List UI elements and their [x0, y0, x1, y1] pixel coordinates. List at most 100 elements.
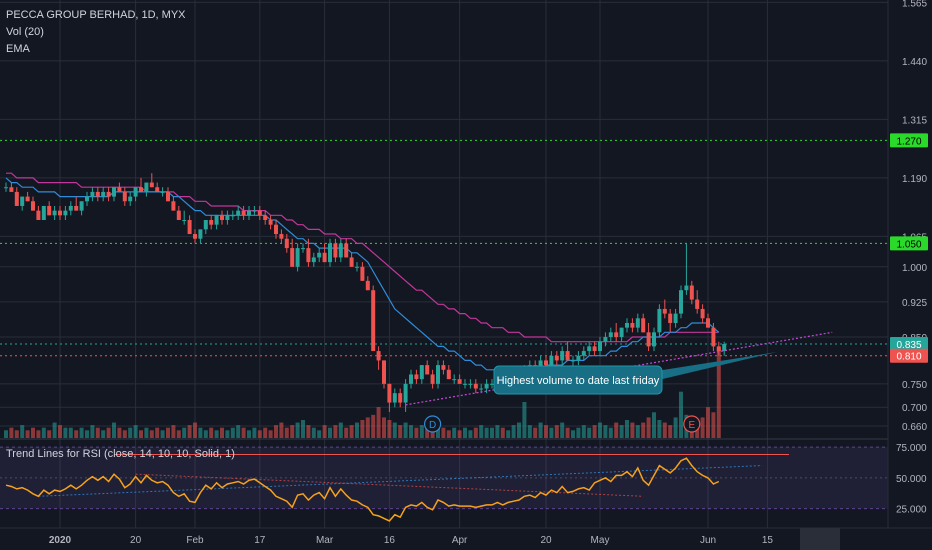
symbol-title[interactable]: PECCA GROUP BERHAD, 1D, MYX — [6, 9, 186, 21]
candle-body — [689, 285, 694, 300]
candle-body — [414, 374, 419, 380]
candle-body — [592, 346, 597, 352]
price-tick-label: 1.315 — [902, 115, 927, 126]
candle-body — [673, 313, 678, 323]
price-tick-label: 0.925 — [902, 298, 927, 309]
price-tick-label: 1.000 — [902, 263, 927, 274]
candle-body — [376, 351, 381, 361]
candle-body — [441, 365, 446, 370]
rsi-line — [5, 457, 720, 522]
candle-body — [560, 351, 565, 361]
volume-bar — [608, 427, 613, 438]
volume-bar — [290, 425, 295, 438]
volume-bar — [85, 430, 89, 438]
volume-bar — [176, 430, 181, 438]
candle-body — [711, 327, 716, 347]
volume-bar — [376, 407, 381, 438]
volume-bar — [214, 430, 219, 438]
candle-body — [398, 393, 403, 403]
candle-body — [598, 341, 602, 352]
volume-indicator-label[interactable]: Vol (20) — [6, 26, 44, 38]
candle-body — [457, 379, 462, 384]
candle-body — [581, 351, 586, 356]
candle-body — [554, 355, 559, 361]
volume-bar — [220, 427, 224, 438]
price-scale[interactable] — [888, 0, 932, 528]
price-tick-label: 1.565 — [902, 0, 927, 9]
candle-body — [608, 332, 613, 338]
volume-bar — [522, 402, 527, 438]
volume-bar — [490, 427, 494, 438]
volume-bar — [306, 425, 311, 438]
candle-body — [684, 285, 689, 291]
price-tag-box — [890, 337, 928, 352]
time-tick-label: Feb — [186, 535, 204, 546]
candle-body — [209, 220, 214, 225]
time-tick-label: 16 — [384, 535, 396, 546]
candle-body — [614, 332, 619, 338]
rsi-tick-label: 50.000 — [896, 474, 927, 485]
volume-bar — [392, 422, 397, 438]
candle-body — [14, 191, 19, 206]
candle-body — [133, 187, 138, 197]
volume-bar — [592, 425, 597, 438]
candle-body — [587, 346, 592, 352]
volume-bar — [560, 422, 565, 438]
candle-body — [279, 234, 284, 239]
rsi-axis-labels: 75.000 50.000 25.000 — [896, 443, 927, 515]
volume-bar — [31, 427, 35, 438]
candle-body — [409, 374, 413, 384]
candle-body — [290, 248, 295, 267]
time-tick-label: 17 — [254, 535, 266, 546]
candle-body — [247, 210, 251, 216]
volume-bar — [614, 422, 619, 438]
volume-bar — [576, 427, 581, 438]
candle-body — [538, 360, 543, 370]
candle-body — [225, 215, 230, 220]
candle-body — [139, 187, 143, 192]
ema-indicator-label[interactable]: EMA — [6, 43, 31, 55]
volume-bar — [268, 430, 273, 438]
volume-bar — [47, 430, 52, 438]
candle-body — [484, 383, 489, 389]
volume-bar — [284, 427, 289, 438]
volume-bar — [365, 417, 370, 438]
candle-body — [436, 365, 440, 384]
price-tick-label: 1.440 — [902, 57, 927, 68]
rsi-falling-trendline — [135, 473, 644, 497]
candle-body — [328, 243, 332, 263]
candle-body — [193, 234, 197, 239]
candle-body — [473, 383, 478, 389]
volume-bar — [52, 422, 57, 438]
price-tag-label: 0.835 — [896, 340, 921, 351]
candle-body — [106, 191, 111, 197]
volume-bar — [139, 430, 143, 438]
candle-body — [317, 252, 322, 258]
volume-bar — [333, 425, 338, 438]
candle-body — [63, 210, 68, 216]
volume-bar — [322, 425, 327, 438]
price-tag-box — [890, 236, 928, 251]
annotation-callout[interactable] — [493, 365, 663, 395]
candle-body — [646, 332, 651, 347]
candle-body — [544, 360, 548, 366]
candle-body — [652, 332, 656, 347]
candle-body — [625, 322, 629, 328]
volume-bar — [182, 427, 187, 438]
volume-bar — [128, 427, 133, 438]
volume-bar — [409, 425, 413, 438]
candle-body — [403, 383, 408, 403]
candle-body — [274, 224, 278, 235]
candle-body — [36, 210, 41, 220]
candle-body — [58, 210, 62, 216]
volume-bar — [160, 430, 165, 438]
candle-body — [338, 243, 343, 258]
volume-bar — [527, 425, 532, 438]
rsi-indicator-title[interactable]: Trend Lines for RSI (close, 14, 10, 10, … — [6, 448, 235, 460]
time-axis[interactable] — [0, 528, 932, 550]
candle-body — [479, 388, 484, 390]
volume-bar — [338, 422, 343, 438]
rsi-tick-label: 75.000 — [896, 443, 927, 454]
